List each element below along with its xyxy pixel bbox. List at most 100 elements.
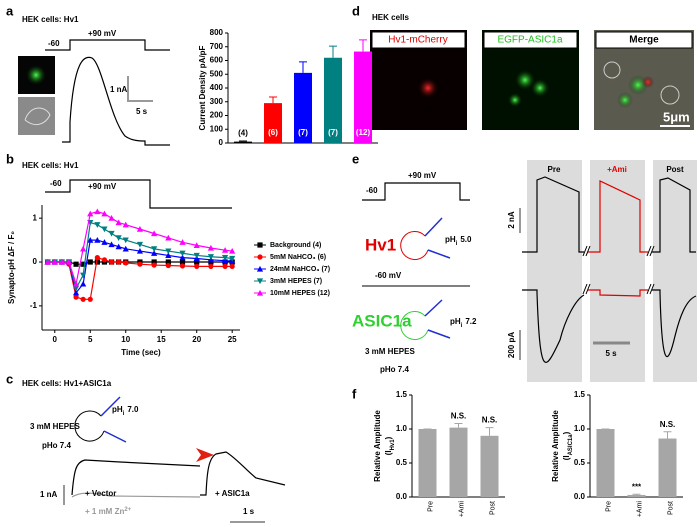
current-trace (71, 459, 201, 496)
holding-label: -60 (48, 39, 60, 48)
marker (94, 259, 100, 265)
bar (294, 72, 312, 143)
y-axis-label-text: Relative Amplitude (551, 410, 560, 482)
phi-value: 7.0 (127, 405, 139, 414)
marker (194, 259, 200, 265)
marker (193, 252, 200, 259)
series-line (47, 210, 233, 287)
image-label: Hv1-mCherry (388, 35, 447, 46)
panel-title: HEK cells: Hv1 (22, 15, 79, 24)
panel-title: HEK cells: Hv1+ASIC1a (22, 379, 112, 388)
current-trace (200, 451, 286, 496)
y-tick-label: 0.0 (574, 492, 586, 501)
current-trace (522, 176, 584, 253)
unit-base: (I (384, 450, 393, 455)
buffer-label: 3 mM HEPES (30, 422, 80, 431)
y-tick-label: 0 (33, 257, 38, 266)
cell-fluorescence (26, 65, 46, 85)
pipette (424, 217, 451, 259)
bar (418, 429, 437, 497)
panel-label: b (6, 151, 14, 166)
marker (207, 244, 215, 251)
buffer-label: 3 mM HEPES (365, 347, 415, 356)
image-label: Merge (629, 35, 659, 46)
holding-label: -60 mV (375, 271, 402, 280)
current-trace (652, 177, 696, 253)
y-axis-label-text: Current Density pA/pF (198, 45, 207, 130)
scale-label: 5 s (136, 107, 148, 116)
y-tick-label: 800 (210, 28, 224, 37)
voltage-protocol (45, 179, 232, 209)
x-tick-label: Post (489, 501, 496, 515)
cell-fluorescence (508, 93, 522, 107)
x-tick-label: Post (667, 501, 674, 515)
marker (94, 255, 100, 261)
unit-sub: Hv1 (390, 439, 396, 451)
marker (101, 210, 108, 217)
marker (115, 235, 122, 241)
scale-label: 5 s (605, 349, 617, 358)
marker (80, 280, 87, 287)
significance: *** (632, 482, 642, 491)
legend-label: 24mM NaHCO₃ (7) (270, 266, 330, 273)
x-tick-label: 0 (53, 335, 58, 344)
sample-size: (6) (268, 128, 278, 137)
marker (179, 263, 186, 269)
legend-label: 3mM HEPES (7) (270, 278, 322, 285)
y-tick-label: 1.5 (396, 390, 408, 399)
y-axis-label: Relative Amplitude (373, 410, 382, 482)
marker (94, 208, 101, 215)
x-tick-label: 15 (157, 335, 166, 344)
y-tick-label: 1.0 (574, 424, 586, 433)
panel-label: a (6, 3, 14, 18)
pipette (424, 299, 451, 339)
legend-label: 10mM HEPES (12) (270, 290, 330, 297)
holding-label: -60 (50, 179, 62, 188)
x-tick-label: Pre (427, 501, 434, 512)
panel-label: d (352, 3, 360, 18)
voltage-protocol (45, 39, 170, 51)
phi-base: pH (445, 235, 456, 244)
marker (123, 260, 129, 266)
marker (72, 289, 80, 296)
unit-end: ) (384, 436, 393, 439)
scale-label: 1 nA (40, 490, 58, 499)
current-trace (522, 289, 585, 363)
marker (116, 259, 122, 265)
marker (80, 272, 87, 279)
marker (165, 259, 171, 265)
y-tick-label: 0.5 (574, 458, 586, 467)
step-label: +90 mV (88, 182, 117, 191)
error-bar (359, 39, 367, 52)
zinc-trace (71, 492, 201, 498)
cell-fluorescence (418, 78, 438, 98)
marker (108, 259, 115, 265)
y-axis-unit: (IHv1) (384, 436, 395, 455)
panel-title: HEK cells (372, 13, 409, 22)
error-bar (485, 427, 494, 436)
image-label-box (595, 31, 693, 49)
marker (165, 252, 172, 259)
pho-label: pHo 7.4 (380, 365, 409, 374)
marker (94, 236, 101, 243)
marker (108, 215, 115, 221)
trace-label: + 1 mM Zn2+ (85, 507, 132, 517)
phi-value: 5.0 (460, 235, 472, 244)
panel-label: c (6, 371, 13, 386)
marker (221, 247, 229, 253)
marker (136, 226, 144, 232)
cell-image (18, 97, 55, 135)
marker (179, 254, 186, 261)
marker (122, 221, 129, 228)
sample-size: (7) (328, 128, 338, 137)
marker (256, 265, 264, 272)
scale-label: 1 nA (110, 85, 128, 94)
panel-label: e (352, 151, 359, 166)
marker (122, 237, 129, 244)
panel-title: HEK cells: Hv1 (22, 161, 79, 170)
scale-label: 5μm (663, 109, 690, 124)
marker (207, 254, 215, 260)
marker (229, 247, 236, 254)
marker (72, 280, 80, 287)
